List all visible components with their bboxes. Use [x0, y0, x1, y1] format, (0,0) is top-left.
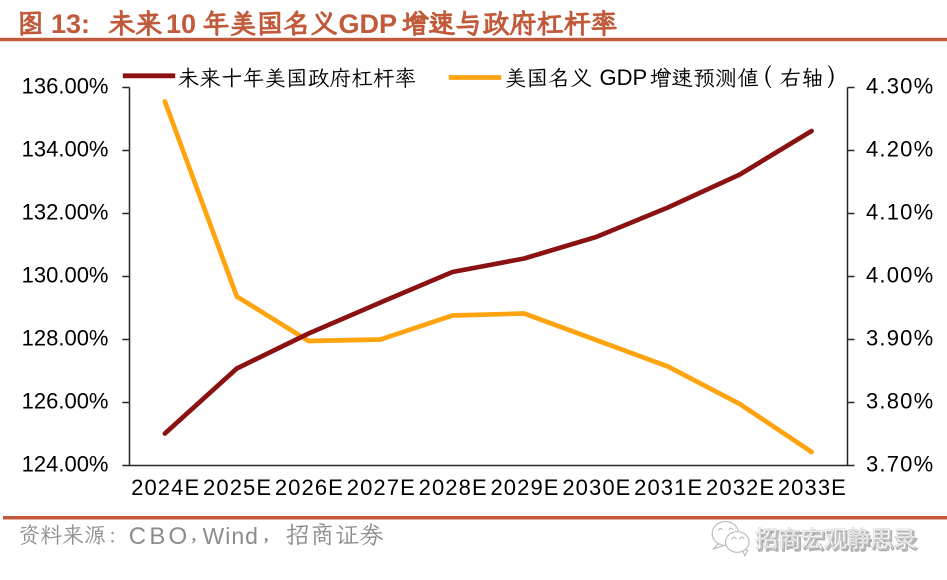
svg-text:2025E: 2025E	[203, 475, 272, 500]
svg-text:10: 10	[166, 9, 196, 39]
svg-text:4.20%: 4.20%	[866, 137, 934, 162]
svg-text:2028E: 2028E	[419, 475, 488, 500]
svg-text:132.00%: 132.00%	[22, 200, 109, 225]
svg-text:2033E: 2033E	[778, 475, 847, 500]
svg-text:4.30%: 4.30%	[866, 74, 934, 99]
svg-text:3.80%: 3.80%	[866, 389, 934, 414]
svg-text:2032E: 2032E	[706, 475, 775, 500]
svg-text:134.00%: 134.00%	[22, 137, 109, 162]
svg-text:136.00%: 136.00%	[22, 74, 109, 99]
svg-text:Wind: Wind	[203, 523, 259, 549]
svg-text:126.00%: 126.00%	[22, 389, 109, 414]
svg-text:CBO: CBO	[129, 523, 191, 550]
svg-text:2030E: 2030E	[562, 475, 631, 500]
svg-text:2031E: 2031E	[634, 475, 703, 500]
svg-text:128.00%: 128.00%	[22, 326, 109, 351]
svg-text:2026E: 2026E	[275, 475, 344, 500]
svg-text:3.70%: 3.70%	[866, 452, 934, 477]
svg-text:2027E: 2027E	[347, 475, 416, 500]
svg-text:4.10%: 4.10%	[866, 200, 934, 225]
svg-text:3.90%: 3.90%	[866, 326, 934, 351]
svg-text:124.00%: 124.00%	[22, 452, 109, 477]
svg-text:GDP: GDP	[339, 9, 398, 39]
svg-text:13:: 13:	[51, 9, 90, 39]
svg-text:2029E: 2029E	[490, 475, 559, 500]
svg-text:GDP: GDP	[600, 65, 648, 90]
svg-text:130.00%: 130.00%	[22, 263, 109, 288]
svg-text:2024E: 2024E	[131, 475, 200, 500]
svg-text:4.00%: 4.00%	[866, 263, 934, 288]
